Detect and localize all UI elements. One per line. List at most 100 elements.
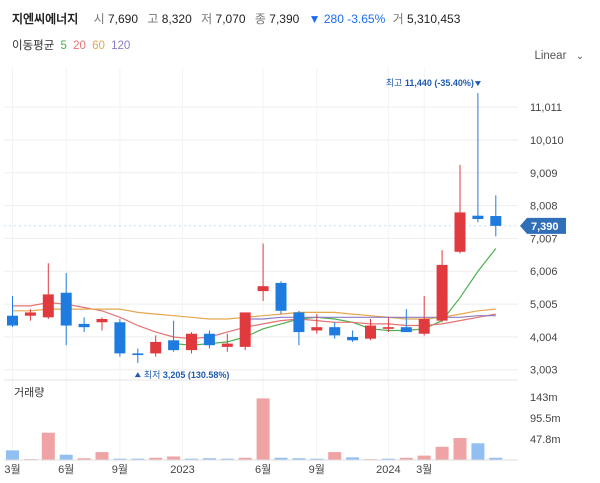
ma-5[interactable]: 5 — [60, 40, 67, 52]
candle — [24, 309, 36, 321]
candle — [114, 318, 126, 357]
candle — [168, 320, 180, 352]
candle-body — [168, 340, 180, 351]
candle-body — [132, 353, 144, 356]
current-price-label: 7,390 — [531, 221, 559, 233]
candle — [418, 296, 430, 336]
open-label: 시 — [93, 12, 105, 26]
high-annotation: 최고 11,440 (-35.40%) — [386, 78, 474, 88]
x-tick-label: 2023 — [170, 464, 194, 476]
candle-body — [365, 325, 376, 339]
candle-body — [436, 264, 448, 321]
volume-bar — [328, 452, 342, 460]
volume-bar — [149, 457, 163, 460]
candle — [329, 322, 341, 339]
candle-body — [490, 216, 502, 226]
candle — [347, 330, 359, 342]
candle-body — [347, 337, 359, 341]
candle-body — [400, 327, 412, 333]
volume-tick-label: 95.5m — [530, 413, 561, 425]
stock-name: 지엔씨에너지 — [12, 12, 79, 26]
candle — [132, 348, 144, 364]
scale-dropdown[interactable]: Linear ⌄ — [534, 50, 584, 62]
volume-tick-label: 143m — [530, 392, 558, 404]
high-label: 고 — [147, 12, 159, 26]
current-price-badge — [520, 217, 566, 234]
low-marker-icon — [134, 372, 141, 378]
candle — [221, 333, 233, 352]
candle — [60, 273, 72, 346]
candle — [203, 330, 215, 349]
y-tick-label: 11,011 — [530, 102, 562, 114]
candle — [365, 318, 376, 341]
candle-body — [472, 215, 484, 219]
volume-bar — [41, 432, 55, 460]
candle — [436, 250, 448, 323]
candle-body — [382, 327, 394, 329]
volume-bar — [77, 458, 91, 460]
candle — [454, 164, 466, 254]
candle-body — [60, 292, 72, 326]
candle — [490, 195, 502, 237]
ma60-line — [12, 308, 496, 320]
high-marker-icon — [474, 81, 481, 87]
y-tick-label: 9,009 — [530, 168, 558, 180]
candle-body — [186, 333, 197, 351]
volume-bar — [274, 457, 288, 460]
ma-label: 이동평균 — [12, 40, 55, 52]
x-tick-label: 2024 — [376, 464, 400, 476]
y-tick-label: 10,010 — [530, 135, 564, 147]
candle-body — [78, 323, 90, 328]
candle-body — [221, 343, 233, 347]
candle — [382, 317, 394, 333]
candle — [186, 332, 197, 354]
volume-bar — [167, 456, 181, 460]
volume-bar — [310, 458, 324, 460]
x-tick-label: 6월 — [255, 463, 271, 476]
stock-summary: 지엔씨에너지 시 7,690 고 8,320 저 7,070 종 7,390 ▼… — [12, 10, 462, 27]
ma-20[interactable]: 20 — [73, 40, 86, 52]
candle — [275, 281, 287, 315]
volume-bar — [59, 454, 73, 460]
volume-bar — [131, 458, 145, 460]
candle-body — [418, 318, 430, 334]
volume-bar — [381, 458, 395, 460]
candle-body — [150, 341, 162, 354]
candle — [96, 317, 108, 331]
candle — [78, 317, 90, 333]
volume-bar — [453, 438, 467, 460]
x-tick-label: 9월 — [309, 463, 325, 476]
candle-body — [311, 327, 323, 331]
candle — [150, 335, 162, 357]
high-price: 8,320 — [161, 12, 192, 26]
low-annotation: 최저 3,205 (130.58%) — [144, 370, 230, 380]
y-tick-label: 3,003 — [530, 365, 558, 377]
candle — [293, 310, 305, 346]
candle-body — [114, 322, 126, 354]
candle-body — [329, 327, 341, 336]
candle-body — [275, 282, 287, 311]
chevron-down-icon: ⌄ — [575, 51, 584, 62]
volume-bar — [399, 457, 413, 460]
ma-120[interactable]: 120 — [111, 40, 131, 52]
candle-body — [454, 212, 466, 252]
candle-body — [42, 294, 54, 318]
volume-bar — [95, 452, 109, 460]
price-change: ▼ 280 -3.65% — [308, 12, 386, 26]
candle — [311, 314, 323, 334]
volume-bar — [292, 458, 306, 460]
x-tick-label: 3월 — [416, 463, 432, 476]
volume-bar — [346, 457, 360, 460]
candle — [257, 243, 269, 301]
volume-value: 5,310,453 — [406, 12, 461, 26]
volume-bar — [238, 457, 252, 460]
candle — [400, 309, 412, 333]
candle-body — [293, 312, 305, 333]
ma-60[interactable]: 60 — [92, 40, 105, 52]
volume-bar — [489, 457, 503, 460]
y-tick-label: 8,008 — [530, 201, 558, 213]
candle — [42, 263, 54, 319]
y-tick-label: 6,006 — [530, 266, 558, 278]
close-price: 7,390 — [269, 12, 300, 26]
